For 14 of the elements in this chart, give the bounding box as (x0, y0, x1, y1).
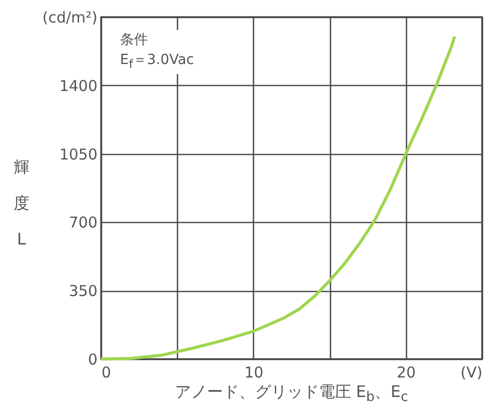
y-tick-label: 1050 (59, 145, 98, 164)
y-tick-label: 1400 (59, 76, 98, 95)
y-axis-title: 輝度L (14, 158, 30, 248)
y-tick-label: 700 (68, 214, 98, 232)
x-tick-label: (V) (460, 364, 482, 382)
x-tick-label: 10 (244, 364, 264, 382)
x-tick-label: 0 (102, 364, 112, 382)
y-tick-label: (cd/m²) (42, 8, 98, 26)
y-tick-label: 0 (88, 350, 98, 368)
x-tick-label: 20 (396, 364, 416, 382)
annotation: E$_{f}$＝3.0Vac (120, 51, 194, 73)
y-tick-label: 350 (68, 282, 98, 300)
x-axis-title: アノード、グリッド電圧 E$_{b}$、E$_{c}$ (174, 382, 410, 406)
annotation: 条件 (120, 31, 149, 50)
